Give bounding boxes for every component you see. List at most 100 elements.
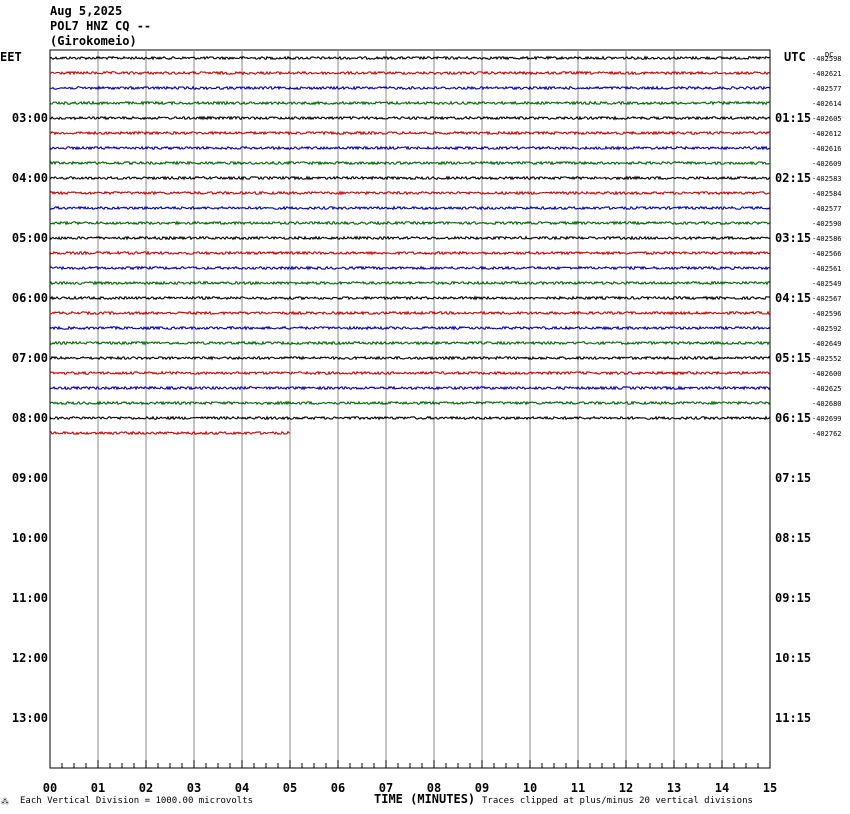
left-hour-label: 09:00 (12, 471, 48, 485)
trace-offset-label: -402586 (812, 235, 842, 243)
trace-offset-label: -402612 (812, 130, 842, 138)
trace-offset-label: -402549 (812, 280, 842, 288)
seismic-trace (49, 70, 771, 76)
trace-offset-label: -402584 (812, 190, 842, 198)
seismic-trace (49, 115, 771, 121)
trace-offset-label: -402598 (812, 55, 842, 63)
trace-offset-label: -402614 (812, 100, 842, 108)
trace-offset-label: -402699 (812, 415, 842, 423)
right-axis-label: UTC (784, 50, 806, 64)
right-hour-label: 02:15 (775, 171, 811, 185)
x-tick-label: 00 (43, 781, 57, 795)
x-tick-label: 09 (475, 781, 489, 795)
trace-offset-label: -402680 (812, 400, 842, 408)
trace-offset-label: -402590 (812, 220, 842, 228)
trace-offset-label: -402625 (812, 385, 842, 393)
trace-offset-label: -402609 (812, 160, 842, 168)
seismic-trace (49, 145, 771, 151)
corner-mark: ⁂ (1, 797, 9, 806)
date-label: Aug 5,2025 (50, 4, 123, 18)
x-tick-label: 05 (283, 781, 297, 795)
right-hour-label: 10:15 (775, 651, 811, 665)
right-hour-label: 04:15 (775, 291, 811, 305)
trace-offset-label: -402621 (812, 70, 842, 78)
seismic-trace (49, 235, 771, 241)
seismic-trace (49, 130, 771, 136)
trace-offset-label: -402649 (812, 340, 842, 348)
trace-offset-label: -402561 (812, 265, 842, 273)
x-tick-label: 13 (667, 781, 681, 795)
seismic-trace (49, 370, 771, 376)
x-tick-label: 06 (331, 781, 345, 795)
trace-offset-label: -402567 (812, 295, 842, 303)
left-hour-label: 13:00 (12, 711, 48, 725)
seismic-trace (49, 415, 771, 421)
trace-offset-label: -402566 (812, 250, 842, 258)
seismic-trace (49, 430, 291, 436)
x-tick-label: 12 (619, 781, 633, 795)
seismic-trace (49, 295, 771, 301)
seismic-trace (49, 220, 771, 226)
seismic-trace (49, 100, 771, 106)
seismic-trace (49, 280, 771, 286)
x-tick-label: 15 (763, 781, 777, 795)
left-hour-label: 10:00 (12, 531, 48, 545)
seismic-trace (49, 250, 771, 256)
left-hour-label: 12:00 (12, 651, 48, 665)
x-tick-label: 04 (235, 781, 249, 795)
left-hour-label: 07:00 (12, 351, 48, 365)
location-label: (Girokomeio) (50, 34, 137, 48)
left-hour-label: 05:00 (12, 231, 48, 245)
plot-frame (49, 49, 771, 769)
left-hour-label: 06:00 (12, 291, 48, 305)
scale-note: Each Vertical Division = 1000.00 microvo… (20, 796, 253, 806)
clip-note: Traces clipped at plus/minus 20 vertical… (482, 796, 753, 806)
trace-offset-label: -402592 (812, 325, 842, 333)
x-tick-label: 03 (187, 781, 201, 795)
x-tick-label: 08 (427, 781, 441, 795)
trace-offset-label: -402577 (812, 205, 842, 213)
trace-offset-label: -402605 (812, 115, 842, 123)
x-tick-label: 02 (139, 781, 153, 795)
right-hour-label: 01:15 (775, 111, 811, 125)
trace-offset-label: -402596 (812, 310, 842, 318)
left-hour-label: 03:00 (12, 111, 48, 125)
left-hour-label: 04:00 (12, 171, 48, 185)
trace-offset-label: -402762 (812, 430, 842, 438)
seismic-trace (49, 325, 771, 331)
trace-offset-label: -402583 (812, 175, 842, 183)
seismic-trace (49, 160, 771, 166)
left-hour-label: 08:00 (12, 411, 48, 425)
dc-label: DC (825, 51, 833, 59)
x-tick-label: 11 (571, 781, 585, 795)
station-label: POL7 HNZ CQ -- (50, 19, 152, 33)
seismic-trace (49, 175, 771, 181)
seismic-trace (49, 85, 771, 91)
seismic-trace (49, 55, 771, 61)
seismic-trace (49, 385, 771, 391)
right-hour-label: 08:15 (775, 531, 811, 545)
trace-offset-label: -402616 (812, 145, 842, 153)
right-hour-label: 03:15 (775, 231, 811, 245)
left-axis-label: EET (0, 50, 22, 64)
trace-offset-label: -402552 (812, 355, 842, 363)
x-tick-label: 14 (715, 781, 729, 795)
seismic-trace (49, 355, 771, 361)
x-tick-label: 07 (379, 781, 393, 795)
trace-offset-label: -402600 (812, 370, 842, 378)
right-hour-label: 09:15 (775, 591, 811, 605)
right-hour-label: 06:15 (775, 411, 811, 425)
x-tick-label: 10 (523, 781, 537, 795)
trace-offset-label: -402577 (812, 85, 842, 93)
right-hour-label: 07:15 (775, 471, 811, 485)
seismic-trace (49, 265, 771, 271)
seismic-trace (49, 205, 771, 211)
x-axis-title: TIME (MINUTES) (374, 792, 476, 806)
seismic-trace (49, 400, 771, 406)
left-hour-label: 11:00 (12, 591, 48, 605)
right-hour-label: 11:15 (775, 711, 811, 725)
seismic-trace (49, 190, 771, 196)
right-hour-label: 05:15 (775, 351, 811, 365)
seismic-trace (49, 310, 771, 316)
